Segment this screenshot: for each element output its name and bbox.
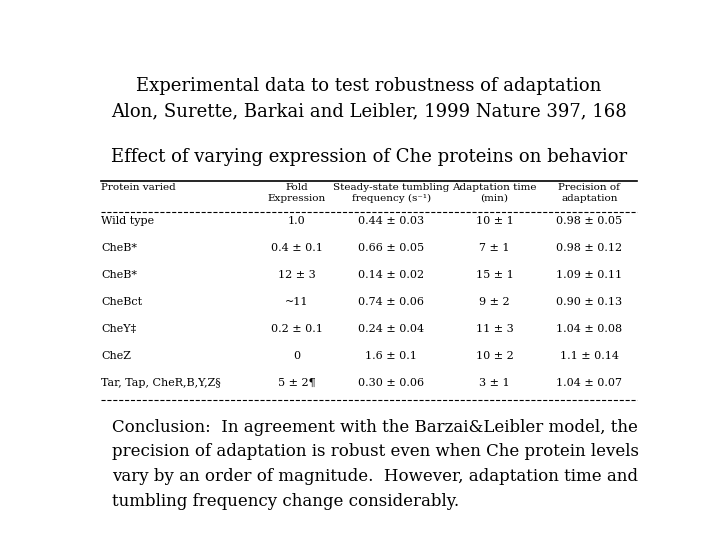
- Text: 9 ± 2: 9 ± 2: [480, 297, 510, 307]
- Text: Effect of varying expression of Che proteins on behavior: Effect of varying expression of Che prot…: [111, 148, 627, 166]
- Text: Adaptation time
(min): Adaptation time (min): [452, 183, 537, 202]
- Text: Experimental data to test robustness of adaptation: Experimental data to test robustness of …: [136, 77, 602, 95]
- Text: Tar, Tap, CheR,B,Y,Z§: Tar, Tap, CheR,B,Y,Z§: [101, 378, 221, 388]
- Text: CheB*: CheB*: [101, 270, 137, 280]
- Text: 1.09 ± 0.11: 1.09 ± 0.11: [557, 270, 623, 280]
- Text: 1.6 ± 0.1: 1.6 ± 0.1: [365, 351, 418, 361]
- Text: Alon, Surette, Barkai and Leibler, 1999 Nature 397, 168: Alon, Surette, Barkai and Leibler, 1999 …: [111, 102, 627, 120]
- Text: CheY‡: CheY‡: [101, 324, 136, 334]
- Text: Fold
Expression: Fold Expression: [267, 183, 325, 202]
- Text: CheBct: CheBct: [101, 297, 143, 307]
- Text: 10 ± 2: 10 ± 2: [476, 351, 513, 361]
- Text: 12 ± 3: 12 ± 3: [278, 270, 315, 280]
- Text: Protein varied: Protein varied: [101, 183, 176, 192]
- Text: CheZ: CheZ: [101, 351, 131, 361]
- Text: Wild type: Wild type: [101, 216, 154, 226]
- Text: 0.30 ± 0.06: 0.30 ± 0.06: [359, 378, 424, 388]
- Text: CheB*: CheB*: [101, 243, 137, 253]
- Text: 3 ± 1: 3 ± 1: [480, 378, 510, 388]
- Text: 0.74 ± 0.06: 0.74 ± 0.06: [359, 297, 424, 307]
- Text: 0.98 ± 0.05: 0.98 ± 0.05: [557, 216, 623, 226]
- Text: 0.14 ± 0.02: 0.14 ± 0.02: [359, 270, 424, 280]
- Text: 0.66 ± 0.05: 0.66 ± 0.05: [359, 243, 424, 253]
- Text: 0.4 ± 0.1: 0.4 ± 0.1: [271, 243, 323, 253]
- Text: ~11: ~11: [284, 297, 308, 307]
- Text: 1.1 ± 0.14: 1.1 ± 0.14: [560, 351, 619, 361]
- Text: 7 ± 1: 7 ± 1: [480, 243, 510, 253]
- Text: 1.0: 1.0: [287, 216, 305, 226]
- Text: 1.04 ± 0.07: 1.04 ± 0.07: [557, 378, 622, 388]
- Text: Precision of
adaptation: Precision of adaptation: [559, 183, 621, 202]
- Text: 0.44 ± 0.03: 0.44 ± 0.03: [359, 216, 424, 226]
- Text: 15 ± 1: 15 ± 1: [476, 270, 513, 280]
- Text: 0: 0: [293, 351, 300, 361]
- Text: Steady-state tumbling
frequency (s⁻¹): Steady-state tumbling frequency (s⁻¹): [333, 183, 449, 203]
- Text: 0.24 ± 0.04: 0.24 ± 0.04: [359, 324, 424, 334]
- Text: Conclusion:  In agreement with the Barzai&Leibler model, the
precision of adapta: Conclusion: In agreement with the Barzai…: [112, 418, 639, 510]
- Text: 0.98 ± 0.12: 0.98 ± 0.12: [557, 243, 623, 253]
- Text: 5 ± 2¶: 5 ± 2¶: [278, 378, 315, 388]
- Text: 1.04 ± 0.08: 1.04 ± 0.08: [557, 324, 623, 334]
- Text: 10 ± 1: 10 ± 1: [476, 216, 513, 226]
- Text: 11 ± 3: 11 ± 3: [476, 324, 513, 334]
- Text: 0.2 ± 0.1: 0.2 ± 0.1: [271, 324, 323, 334]
- Text: 0.90 ± 0.13: 0.90 ± 0.13: [557, 297, 623, 307]
